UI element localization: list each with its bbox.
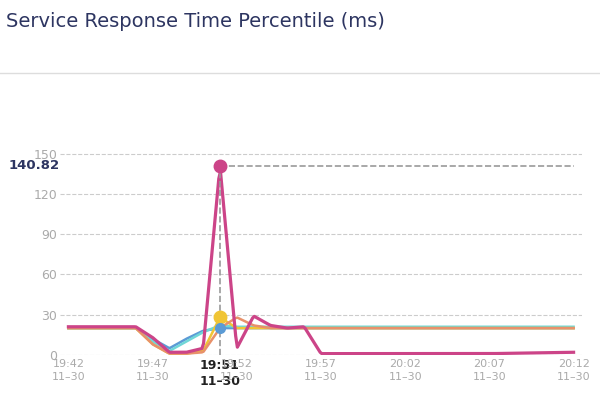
Text: 140.82: 140.82 — [9, 160, 60, 172]
Text: Service Response Time Percentile (ms): Service Response Time Percentile (ms) — [6, 12, 385, 31]
